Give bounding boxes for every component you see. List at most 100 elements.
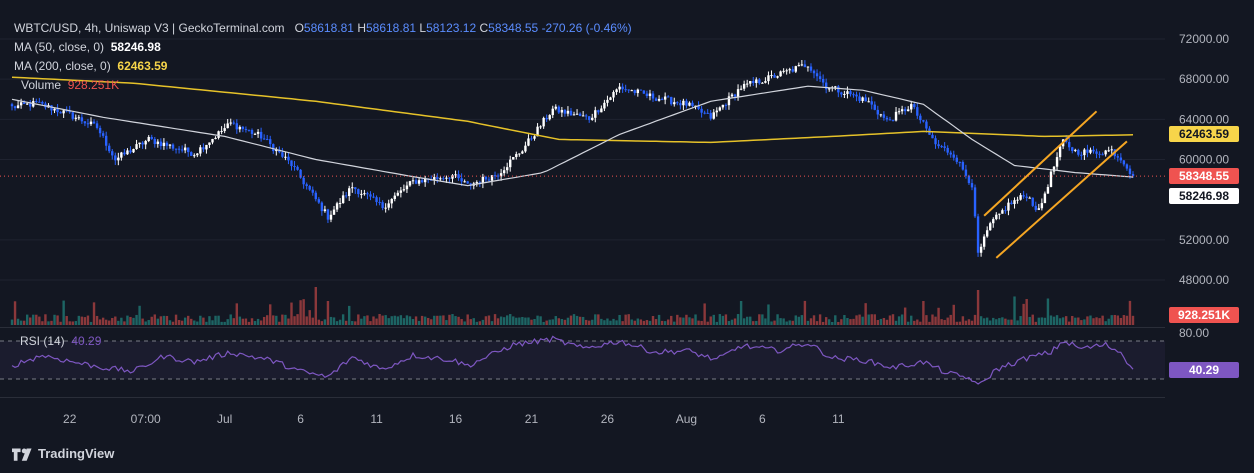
volume-bar bbox=[761, 314, 764, 325]
volume-bar bbox=[244, 318, 248, 325]
volume-bar bbox=[92, 302, 96, 325]
candle-body bbox=[387, 203, 390, 208]
volume-bar bbox=[1113, 314, 1116, 325]
volume-bar bbox=[442, 315, 445, 325]
volume-bar bbox=[603, 320, 606, 325]
candle-body bbox=[484, 176, 488, 180]
ma200-row[interactable]: MA (200, close, 0) 62463.59 bbox=[14, 57, 632, 76]
volume-bar bbox=[575, 315, 579, 325]
candle-body bbox=[74, 117, 77, 119]
candle-body bbox=[16, 105, 20, 109]
volume-bar bbox=[147, 319, 150, 325]
candle-body bbox=[393, 195, 396, 199]
candle-body bbox=[885, 117, 889, 120]
tradingview-logo[interactable]: TradingView bbox=[12, 446, 114, 461]
channel-line-lower bbox=[995, 140, 1128, 259]
volume-row[interactable]: Volume 928.251K bbox=[21, 76, 632, 95]
volume-bar bbox=[1049, 315, 1053, 325]
volume-bar bbox=[627, 314, 630, 325]
symbol-label[interactable]: WBTC/USD, 4h, Uniswap V3 | GeckoTerminal… bbox=[14, 21, 285, 35]
candle-body bbox=[384, 207, 387, 209]
volume-bar bbox=[518, 317, 521, 325]
candle-body bbox=[375, 197, 378, 203]
candle-body bbox=[922, 120, 925, 122]
volume-bar bbox=[47, 321, 50, 325]
candle-body bbox=[490, 175, 494, 181]
volume-bar bbox=[1007, 319, 1010, 325]
candle-body bbox=[800, 64, 804, 66]
volume-bar bbox=[967, 319, 971, 325]
time-axis[interactable]: 22 07:00 Jul 6 11 16 21 26 Aug 6 11 bbox=[63, 412, 845, 426]
volume-bar bbox=[715, 321, 719, 325]
candle-body bbox=[77, 117, 81, 119]
volume-bar bbox=[724, 314, 728, 325]
volume-bar bbox=[1110, 315, 1113, 325]
volume-bar bbox=[824, 317, 828, 325]
price-axis[interactable]: 72000.00 68000.00 64000.00 60000.00 52000.00… bbox=[1179, 32, 1229, 287]
volume-bar bbox=[679, 317, 682, 325]
candle-body bbox=[515, 154, 518, 158]
volume-bar bbox=[278, 321, 281, 325]
volume-bar bbox=[1077, 317, 1080, 325]
volume-bar bbox=[250, 318, 254, 325]
volume-bar bbox=[888, 315, 892, 325]
volume-bar bbox=[527, 317, 530, 325]
candle-body bbox=[1010, 202, 1013, 205]
candle-body bbox=[80, 117, 84, 122]
candle-body bbox=[770, 75, 773, 77]
candle-body bbox=[670, 96, 673, 105]
volume-bar bbox=[985, 317, 989, 325]
candle-body bbox=[220, 131, 223, 133]
candle-body bbox=[785, 70, 788, 72]
rsi-value: 40.29 bbox=[71, 334, 102, 348]
volume-bar bbox=[132, 317, 135, 325]
volume-bar bbox=[1031, 314, 1034, 325]
candle-body bbox=[518, 153, 521, 155]
candle-body bbox=[989, 223, 992, 231]
volume-bar bbox=[891, 314, 895, 325]
candle-body bbox=[101, 133, 105, 136]
candle-body bbox=[405, 185, 409, 190]
rsi-legend[interactable]: RSI (14) 40.29 bbox=[20, 334, 101, 348]
volume-bar bbox=[399, 315, 403, 325]
candle-body bbox=[603, 102, 606, 109]
ma50-row[interactable]: MA (50, close, 0) 58246.98 bbox=[14, 38, 632, 57]
volume-bar bbox=[563, 319, 567, 325]
candle-body bbox=[557, 106, 561, 113]
volume-bar bbox=[16, 318, 20, 325]
volume-bar bbox=[25, 314, 29, 325]
volume-bar bbox=[86, 315, 90, 325]
candle-body bbox=[168, 144, 172, 146]
candle-body bbox=[241, 126, 245, 129]
volume-bar bbox=[615, 320, 618, 325]
volume-bar bbox=[351, 321, 354, 325]
candle-body bbox=[171, 144, 175, 149]
candle-body bbox=[442, 178, 445, 180]
candle-body bbox=[548, 115, 551, 120]
candle-body bbox=[411, 180, 415, 182]
trend-channel[interactable] bbox=[983, 110, 1128, 259]
volume-bar bbox=[925, 315, 928, 325]
volume-bar bbox=[417, 320, 421, 325]
candle-body bbox=[196, 153, 199, 156]
candle-body bbox=[123, 152, 126, 155]
candle-body bbox=[1080, 154, 1083, 156]
candle-body bbox=[159, 141, 163, 147]
time-tick-label: 11 bbox=[370, 412, 383, 426]
volume-bar bbox=[685, 314, 688, 325]
volume-bar bbox=[1116, 315, 1120, 325]
candle-body bbox=[542, 117, 545, 127]
volume-bar bbox=[1086, 316, 1089, 325]
volume-bar bbox=[423, 316, 427, 325]
candle-body bbox=[797, 65, 801, 67]
ma200-price-badge: 62463.59 bbox=[1169, 126, 1239, 142]
candle-body bbox=[1052, 166, 1056, 172]
candle-body bbox=[967, 175, 971, 184]
rsi-value-badge: 40.29 bbox=[1169, 362, 1239, 378]
ma50-value: 58246.98 bbox=[110, 40, 161, 54]
candle-body bbox=[13, 106, 17, 109]
candle-body bbox=[414, 180, 418, 184]
candle-body bbox=[925, 121, 928, 129]
candle-body bbox=[660, 98, 664, 100]
